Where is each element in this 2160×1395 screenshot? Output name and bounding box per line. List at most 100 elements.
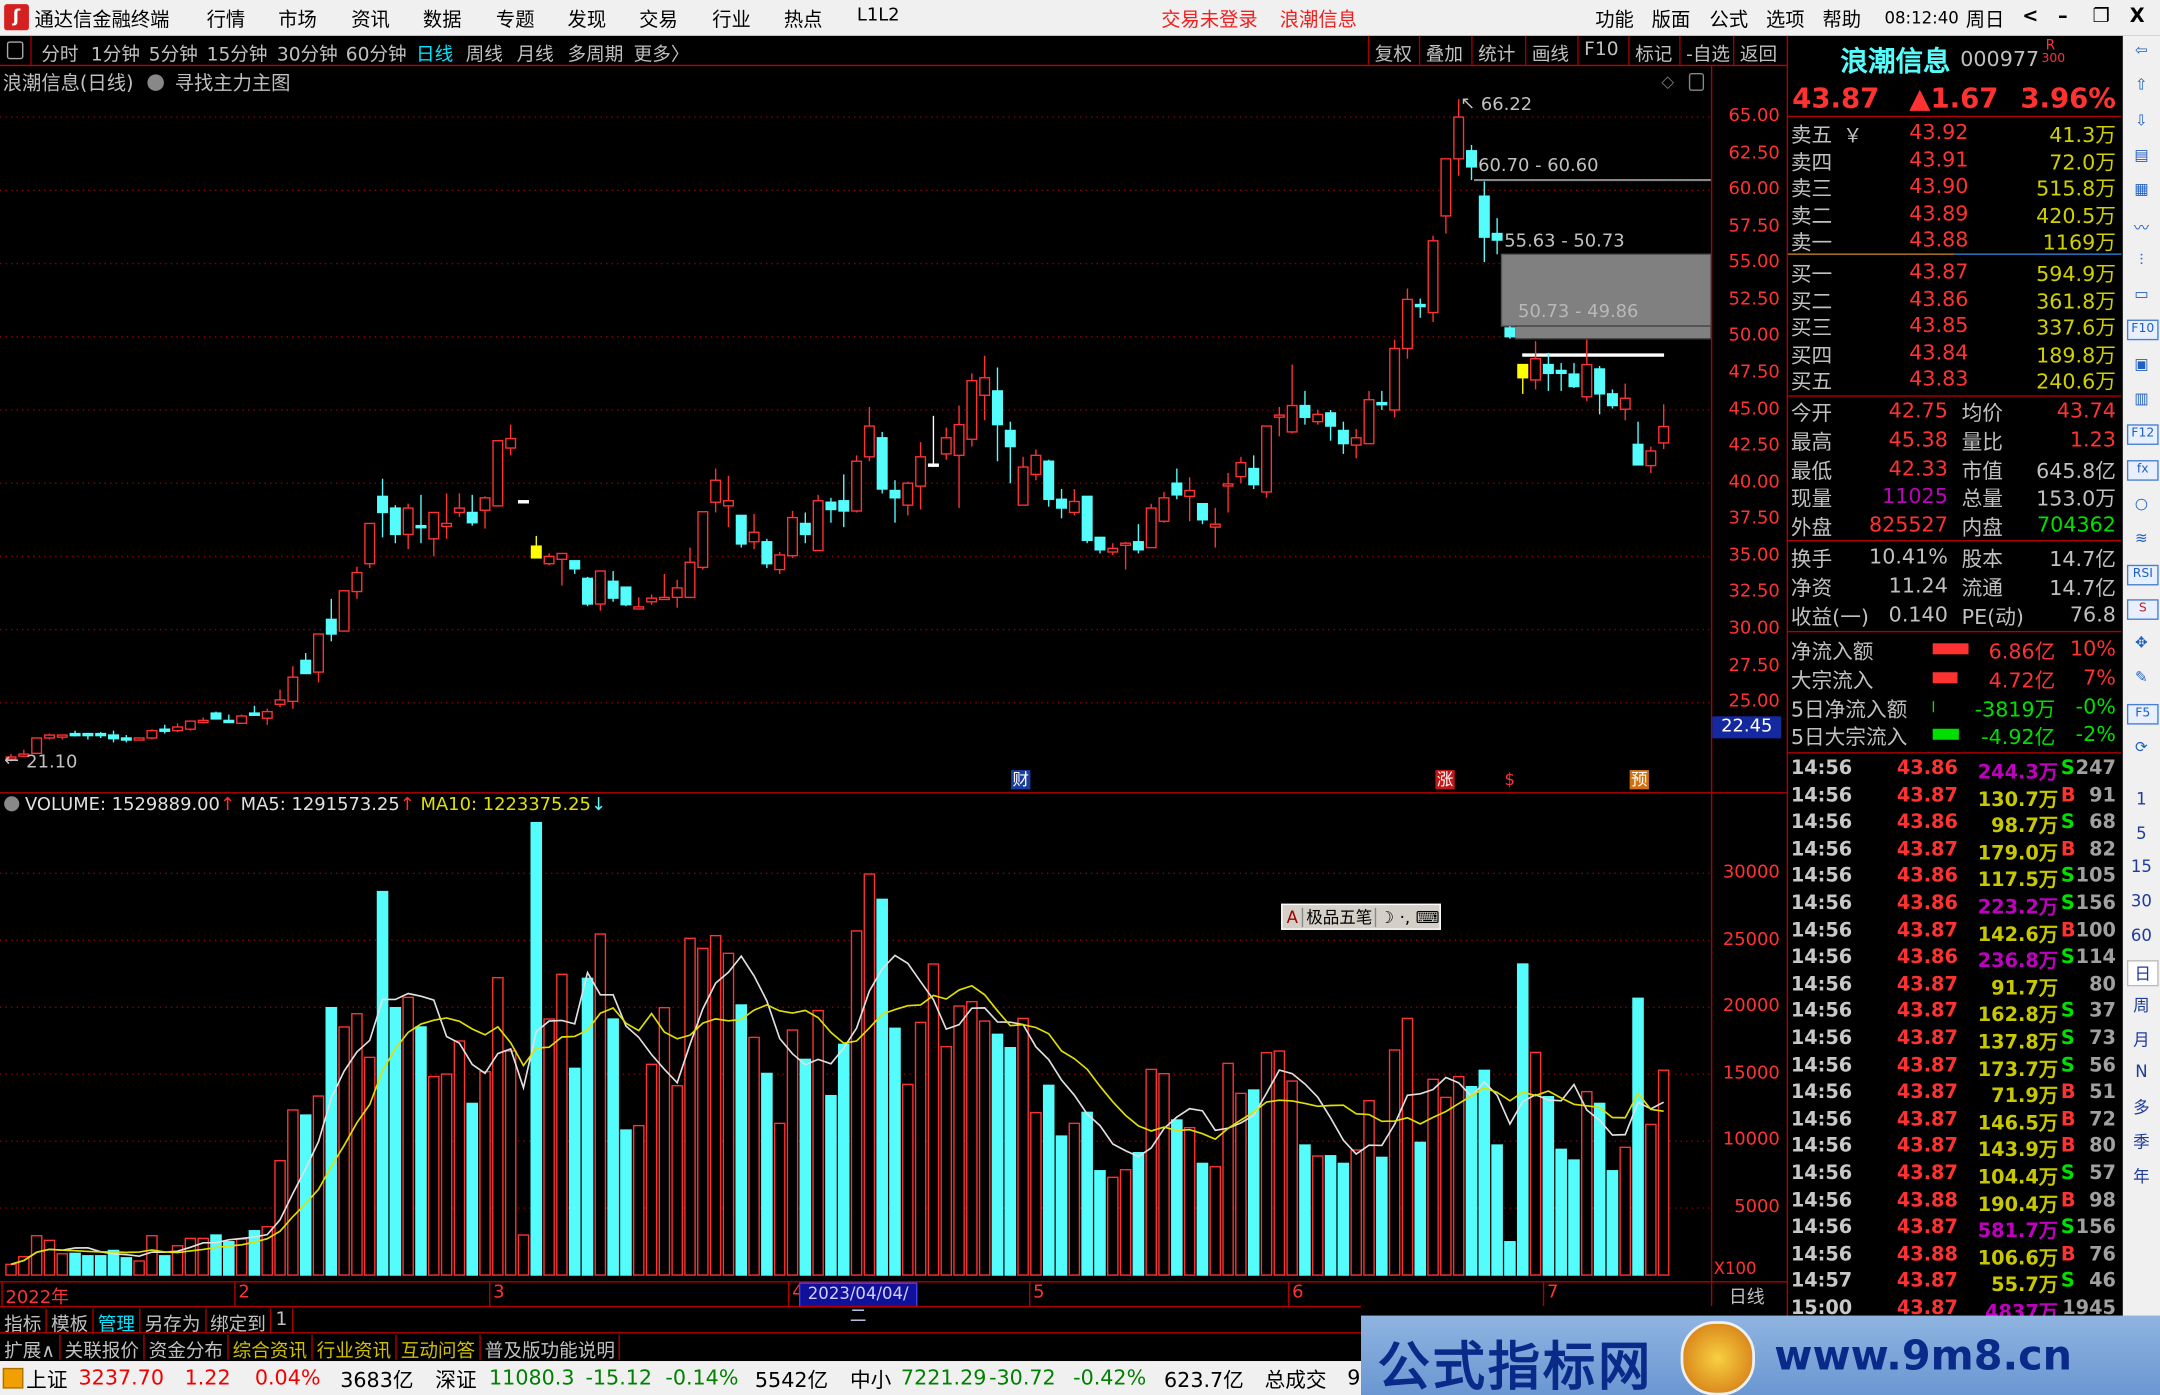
menu-hangye[interactable]: 行业: [712, 9, 751, 32]
arrow-down-icon[interactable]: ⇩: [2135, 111, 2148, 129]
ask-price[interactable]: 43.92: [1909, 119, 1969, 145]
indicator-name[interactable]: 寻找主力主图: [174, 73, 291, 96]
toolbar-button-7[interactable]: 返回: [1732, 35, 1783, 66]
sidebar-period-1[interactable]: 5: [2136, 823, 2147, 843]
refresh-icon[interactable]: ⟳: [2135, 738, 2148, 757]
ask-price[interactable]: 43.90: [1909, 173, 1969, 199]
sidebar-period-6[interactable]: 周: [2133, 996, 2150, 1016]
f12-icon[interactable]: F12: [2126, 424, 2159, 446]
info-link-6[interactable]: 普及版功能说明: [481, 1334, 621, 1362]
sidebar-period-10[interactable]: 季: [2133, 1132, 2150, 1152]
menu-shichang[interactable]: 市场: [278, 9, 317, 32]
wave-icon[interactable]: ≋: [2135, 529, 2148, 548]
ask-price[interactable]: 43.91: [1909, 146, 1969, 172]
candles-icon[interactable]: ⫶: [2139, 250, 2144, 269]
ime-mode-icon[interactable]: A: [1282, 907, 1304, 928]
dropdown-circle-icon[interactable]: [147, 74, 165, 91]
info-link-4[interactable]: 行业资讯: [313, 1334, 397, 1362]
menu-zixun[interactable]: 资讯: [351, 9, 390, 32]
menu-gongneng[interactable]: 功能: [1595, 9, 1634, 32]
panel-icon[interactable]: [1688, 73, 1705, 91]
period-tab-9[interactable]: 多周期: [567, 44, 624, 67]
toolbar-button-0[interactable]: 复权: [1367, 35, 1418, 66]
menu-xuanxiang[interactable]: 选项: [1766, 9, 1805, 32]
arrow-up-icon[interactable]: ⇧: [2135, 76, 2148, 95]
period-tab-7[interactable]: 周线: [465, 44, 503, 67]
toolbar-button-2[interactable]: 统计: [1471, 35, 1521, 66]
bid-price[interactable]: 43.87: [1909, 258, 1969, 284]
notes-icon[interactable]: ▥: [2134, 389, 2149, 408]
bottom-tab-5[interactable]: 1: [271, 1307, 293, 1333]
fx-icon[interactable]: fx: [2126, 459, 2159, 481]
period-tab-3[interactable]: 15分钟: [206, 44, 268, 67]
status-icon[interactable]: [2, 1367, 24, 1389]
ime-name[interactable]: 极品五笔: [1303, 907, 1377, 928]
marker-finance[interactable]: 财: [1011, 770, 1031, 790]
marker-limit-up[interactable]: 涨: [1435, 770, 1455, 790]
s-icon[interactable]: S: [2126, 598, 2159, 620]
bottom-tab-4[interactable]: 绑定到: [206, 1307, 272, 1336]
ime-keyboard-icon[interactable]: ⌨: [1415, 907, 1440, 928]
sidebar-period-11[interactable]: 年: [2133, 1166, 2150, 1186]
period-tab-6[interactable]: 日线: [416, 44, 454, 67]
bottom-tab-1[interactable]: 模板: [47, 1307, 94, 1336]
dropdown-circle-icon[interactable]: [4, 796, 20, 812]
ask-price[interactable]: 43.89: [1909, 200, 1969, 226]
move-icon[interactable]: ✥: [2135, 633, 2148, 652]
info-link-0[interactable]: 扩展∧: [0, 1334, 61, 1362]
menu-redian[interactable]: 热点: [783, 9, 823, 32]
panel-toggle-icon[interactable]: [6, 41, 24, 60]
period-tab-4[interactable]: 30分钟: [276, 44, 338, 67]
info-link-2[interactable]: 资金分布: [144, 1334, 229, 1362]
sidebar-period-7[interactable]: 月: [2133, 1030, 2150, 1050]
list-icon[interactable]: ▤: [2134, 145, 2149, 164]
period-tab-10[interactable]: 更多〉: [633, 44, 690, 67]
bid-price[interactable]: 43.86: [1909, 285, 1969, 311]
menu-jiaoyi[interactable]: 交易: [639, 9, 678, 32]
menu-hangqing[interactable]: 行情: [206, 9, 246, 32]
menu-gongshi[interactable]: 公式: [1709, 9, 1749, 32]
bid-price[interactable]: 43.85: [1909, 312, 1969, 338]
sidebar-period-3[interactable]: 30: [2130, 891, 2152, 911]
info-link-5[interactable]: 互动问答: [397, 1334, 481, 1362]
menu-shuju[interactable]: 数据: [422, 9, 462, 32]
bottom-tab-3[interactable]: 另存为: [141, 1307, 206, 1336]
diamond-icon[interactable]: ◇: [1661, 71, 1675, 91]
period-tab-2[interactable]: 5分钟: [148, 44, 198, 67]
bid-price[interactable]: 43.84: [1909, 339, 1969, 365]
period-tab-8[interactable]: 月线: [516, 44, 554, 67]
f10-icon[interactable]: F10: [2126, 320, 2159, 341]
menu-zhuanti[interactable]: 专题: [495, 9, 535, 32]
menu-faxian[interactable]: 发现: [567, 9, 607, 32]
period-tab-5[interactable]: 60分钟: [345, 44, 407, 67]
sidebar-period-2[interactable]: 15: [2130, 857, 2152, 877]
ime-punct-icon[interactable]: ·,: [1399, 907, 1411, 928]
circle-icon[interactable]: ○: [2134, 494, 2149, 513]
close-button[interactable]: X: [2129, 5, 2145, 28]
sidebar-period-4[interactable]: 60: [2130, 925, 2152, 945]
menu-banmian[interactable]: 版面: [1651, 9, 1691, 32]
toolbar-button-5[interactable]: 标记: [1628, 35, 1678, 66]
grid-icon[interactable]: ▦: [2134, 180, 2149, 199]
toolbar-button-4[interactable]: F10: [1577, 35, 1624, 65]
bottom-tab-2[interactable]: 管理: [94, 1307, 141, 1336]
period-tab-1[interactable]: 1分钟: [90, 44, 140, 67]
arrow-left-icon[interactable]: ⇦: [2135, 41, 2148, 60]
sidebar-period-5[interactable]: 日: [2126, 959, 2159, 986]
rsi-icon[interactable]: RSI: [2126, 564, 2159, 585]
window-icon[interactable]: ▭: [2134, 285, 2149, 304]
period-tab-0[interactable]: 分时: [41, 44, 79, 67]
sidebar-period-0[interactable]: 1: [2136, 789, 2147, 809]
menu-l1l2[interactable]: L1L2: [856, 5, 900, 27]
ime-toolbar[interactable]: A 极品五笔 ☽ ·, ⌨: [1281, 903, 1441, 930]
bid-price[interactable]: 43.83: [1909, 366, 1969, 392]
bottom-tab-0[interactable]: 指标: [0, 1307, 47, 1336]
login-status[interactable]: 交易未登录: [1161, 9, 1258, 32]
info-link-1[interactable]: 关联报价: [60, 1334, 145, 1362]
marker-dollar[interactable]: $: [1504, 770, 1516, 790]
f5-icon[interactable]: F5: [2126, 703, 2159, 725]
ime-moon-icon[interactable]: ☽: [1379, 907, 1395, 928]
marker-forecast[interactable]: 预: [1629, 770, 1649, 790]
f12-tag-icon[interactable]: ▣: [2134, 354, 2149, 373]
sidebar-period-9[interactable]: 多: [2133, 1098, 2150, 1118]
